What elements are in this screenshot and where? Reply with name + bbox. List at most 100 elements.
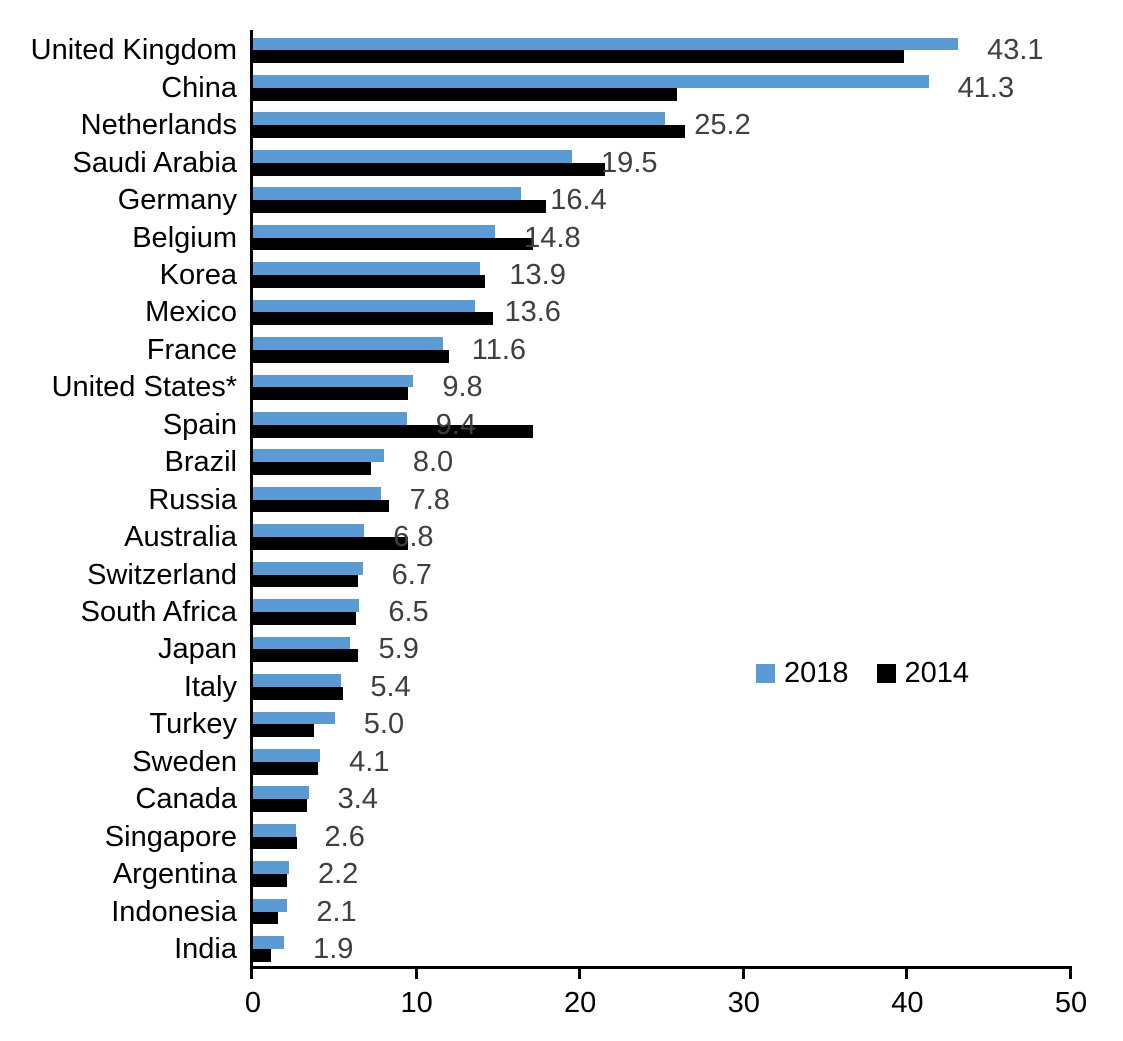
category-label: South Africa (80, 596, 237, 628)
x-tick-mark (578, 966, 582, 979)
category-label: Netherlands (80, 109, 237, 142)
bar-2018-japan (253, 636, 350, 650)
category-label: France (146, 333, 237, 366)
value-label: 13.6 (504, 296, 561, 329)
category-label: China (161, 71, 237, 104)
value-label: 2.2 (317, 858, 359, 891)
value-label: 11.6 (471, 333, 527, 366)
value-label: 5.9 (378, 633, 419, 666)
bar-2018-france (253, 337, 443, 350)
value-label: 5.4 (370, 670, 411, 703)
bar-2014-japan (253, 649, 358, 663)
value-label: 6.7 (391, 558, 432, 591)
bar-2014-germany (253, 200, 546, 213)
x-tick-label: 30 (727, 987, 760, 1019)
bar-2018-mexico (253, 299, 476, 313)
y-axis-line (250, 30, 253, 979)
value-label: 7.8 (409, 483, 450, 516)
category-label: Belgium (132, 221, 237, 254)
category-label: Canada (135, 783, 237, 816)
bar-2018-canada (253, 786, 309, 800)
bar-2018-sweden (253, 748, 321, 762)
value-label: 1.9 (313, 932, 354, 965)
x-tick-label: 40 (891, 987, 924, 1019)
bar-2014-india (253, 948, 271, 962)
bar-2018-netherlands (253, 112, 666, 126)
bar-2014-saudi-arabia (253, 162, 605, 176)
x-tick-label: 50 (1054, 987, 1088, 1019)
category-label: Korea (159, 259, 237, 292)
category-label: United Kingdom (30, 34, 237, 67)
category-label: Indonesia (111, 895, 237, 928)
value-label: 5.0 (363, 708, 405, 741)
bar-2014-russia (253, 499, 389, 513)
bar-2014-argentina (253, 874, 288, 887)
value-label: 2.6 (324, 820, 365, 853)
bar-2018-argentina (253, 861, 289, 875)
bar-2014-france (253, 349, 450, 363)
value-label: 16.4 (550, 184, 607, 217)
x-tick-mark (414, 966, 418, 979)
x-tick-mark (905, 966, 909, 979)
bar-2018-united-kingdom (253, 37, 959, 51)
legend-label-2014: 2014 (904, 656, 970, 689)
value-label: 6.8 (393, 521, 434, 554)
value-label: 19.5 (601, 146, 658, 179)
category-label: Spain (162, 408, 237, 441)
bar-2018-germany (253, 187, 522, 201)
value-label: 41.3 (957, 71, 1015, 104)
bar-2014-australia (253, 537, 409, 550)
bar-2018-saudi-arabia (253, 149, 573, 163)
bar-2018-spain (253, 412, 407, 425)
bar-2014-united-kingdom (253, 50, 905, 64)
bar-2014-belgium (253, 237, 533, 251)
bar-2018-korea (253, 262, 481, 276)
x-tick-label: 10 (400, 987, 433, 1019)
bar-2014-united-states (253, 387, 409, 401)
value-label: 3.4 (337, 783, 378, 816)
category-label: Australia (124, 521, 237, 554)
bar-2014-switzerland (253, 574, 358, 588)
bar-2018-belgium (253, 224, 496, 238)
bar-2014-south-africa (253, 612, 357, 625)
bar-2014-canada (253, 799, 307, 812)
value-label: 4.1 (349, 745, 390, 778)
bar-2014-china (253, 87, 677, 101)
value-label: 6.5 (388, 596, 429, 628)
bar-2014-italy (253, 686, 343, 700)
x-axis-line (250, 966, 1072, 969)
category-label: Germany (117, 184, 237, 217)
bar-2014-singapore (253, 836, 298, 850)
bar-2018-indonesia (253, 898, 288, 912)
bar-2014-brazil (253, 462, 371, 476)
category-label: United States* (51, 371, 237, 404)
x-tick-label: 20 (564, 987, 597, 1019)
bar-2018-united-states (253, 374, 414, 388)
value-label: 9.8 (442, 371, 483, 404)
category-label: Russia (148, 483, 237, 516)
x-tick-mark (741, 966, 745, 979)
legend: 2018 2014 (756, 655, 969, 691)
value-label: 25.2 (694, 109, 751, 142)
bar-2018-brazil (253, 449, 384, 463)
category-label: Brazil (164, 446, 237, 479)
value-label: 2.1 (316, 895, 357, 928)
bar-2014-korea (253, 275, 486, 288)
value-label: 14.8 (524, 221, 581, 254)
bar-2018-china (253, 75, 929, 88)
bar-2018-italy (253, 674, 342, 687)
category-label: Saudi Arabia (72, 146, 237, 179)
bar-2018-india (253, 936, 285, 949)
category-label: India (174, 932, 237, 965)
category-label: Turkey (149, 708, 237, 741)
bar-2018-australia (253, 524, 365, 538)
bar-2014-sweden (253, 761, 319, 775)
value-label: 43.1 (987, 34, 1044, 67)
value-label: 9.4 (435, 408, 477, 441)
bar-2014-spain (253, 424, 533, 438)
category-label: Singapore (104, 820, 237, 853)
bar-2014-turkey (253, 724, 314, 738)
category-label: Sweden (132, 745, 237, 778)
legend-label-2018: 2018 (784, 656, 849, 689)
